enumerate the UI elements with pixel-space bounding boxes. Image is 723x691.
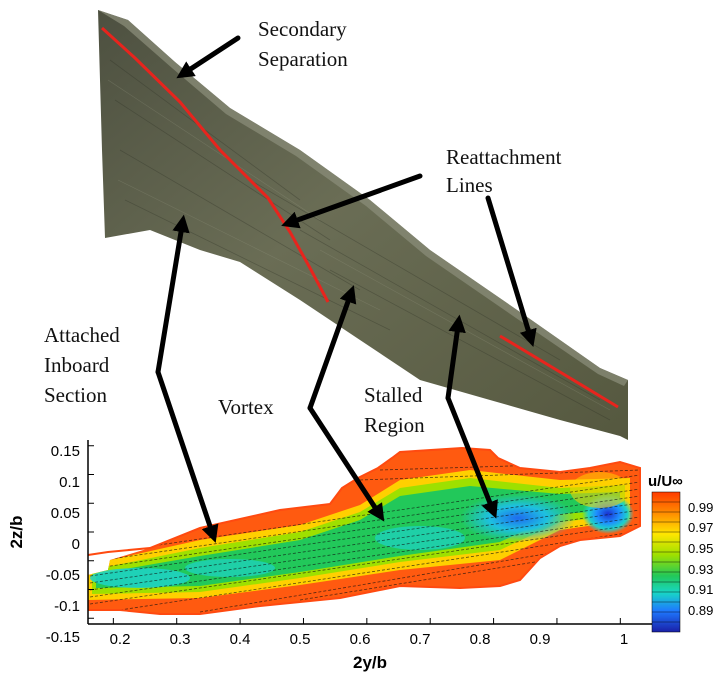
x-axis-tick-labels: 0.2 0.3 0.4 0.5 0.6 0.7 0.8 0.9 1 [110,631,629,648]
annotation-labels: Secondary Separation Reattachment Lines … [44,17,562,437]
label-vortex: Vortex [218,395,274,419]
x-tick-label: 0.7 [410,631,431,648]
arrow-stalled-down [445,395,498,519]
x-tick-label: 0.9 [530,631,551,648]
y-tick-label: 0.05 [51,505,80,522]
annotation-arrows [155,35,537,543]
label-reattach-2: Lines [446,173,493,197]
label-attached-3: Section [44,383,107,407]
label-stalled-2: Region [364,413,425,437]
arrow-vortex-down [307,405,385,522]
label-secondary-2: Separation [258,47,348,71]
label-secondary-1: Secondary [258,17,347,41]
velocity-field-outline [87,446,641,615]
colorbar-label: 0.99 [688,500,713,515]
x-tick-label: 0.6 [350,631,371,648]
reattachment-line-outboard [499,334,619,409]
arrow-reattachment-2 [485,195,537,348]
arrow-secondary-separation [176,35,241,79]
arrow-stalled-up [445,314,466,401]
x-tick-label: 0.8 [470,631,491,648]
label-reattach-1: Reattachment [446,145,562,169]
colorbar-label: 0.91 [688,582,713,597]
arrow-attached-up [155,214,190,375]
y-tick-label: -0.05 [46,567,80,584]
colorbar-label: 0.89 [688,603,713,618]
y-tick-label: -0.15 [46,629,80,646]
x-tick-label: 1 [620,631,628,648]
label-attached-2: Inboard [44,353,110,377]
x-tick-label: 0.2 [110,631,131,648]
y-tick-label: 0.1 [59,474,80,491]
x-tick-label: 0.4 [230,631,251,648]
colorbar-label: 0.95 [688,541,713,556]
y-tick-label: 0 [72,536,80,553]
x-axis-title: 2y/b [353,653,387,672]
plot-axes [87,440,652,625]
y-tick-label: 0.15 [51,443,80,460]
y-tick-label: -0.1 [54,598,80,615]
wing-surface [98,10,628,440]
arrow-reattachment-1 [281,173,423,229]
colorbar: u/U∞ 0.99 0.97 0.95 0.93 0.91 0.89 [648,473,713,633]
y-axis-title: 2z/b [7,515,26,548]
y-axis-tick-labels: 0.15 0.1 0.05 0 -0.05 -0.1 -0.15 [46,443,80,646]
colorbar-label: 0.93 [688,562,713,577]
x-tick-label: 0.3 [170,631,191,648]
colorbar-title: u/U∞ [648,473,683,490]
colorbar-label: 0.97 [688,520,713,535]
label-attached-1: Attached [44,323,120,347]
reattachment-line-inboard [100,26,330,303]
arrow-vortex-up [307,285,357,411]
arrow-attached-down [155,369,219,543]
x-tick-label: 0.5 [290,631,311,648]
label-stalled-1: Stalled [364,383,423,407]
